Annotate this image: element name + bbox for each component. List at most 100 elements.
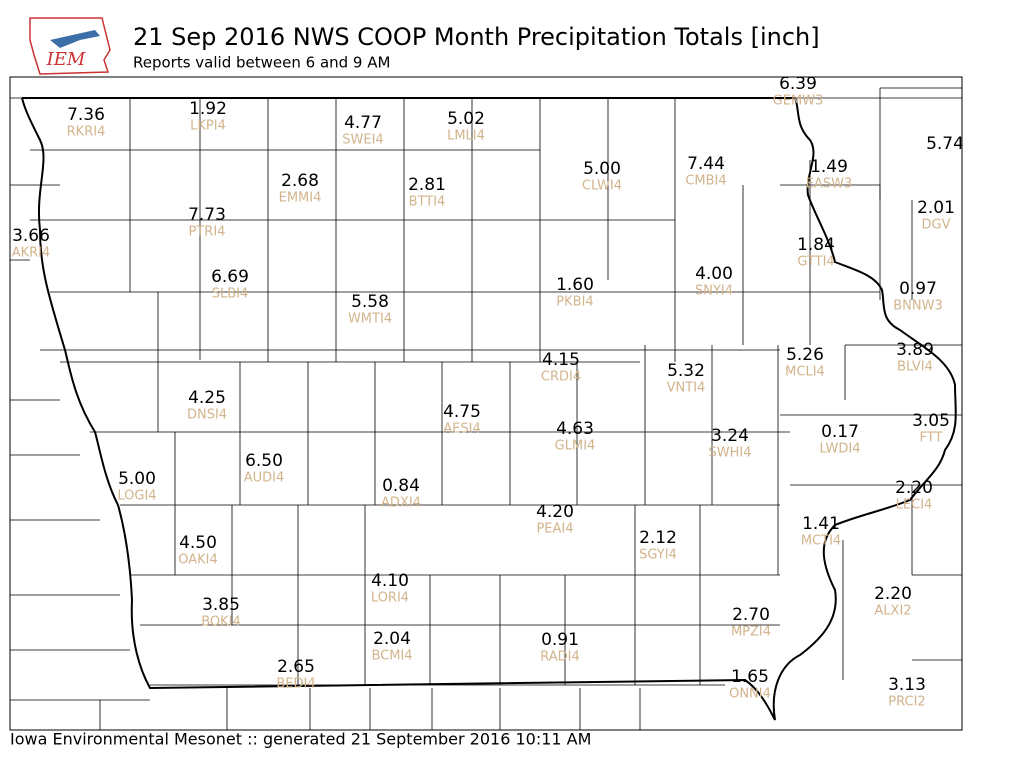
station-id: AKRI4 xyxy=(12,246,51,261)
station-value: 1.65 xyxy=(731,667,769,687)
station-value: 4.20 xyxy=(536,502,574,522)
station-id: SNYI4 xyxy=(695,284,733,299)
station-value: 2.12 xyxy=(639,528,677,548)
state-border xyxy=(21,97,957,721)
station-id: RKRI4 xyxy=(67,125,106,140)
station-id: LOGI4 xyxy=(117,489,156,504)
station-value: 4.77 xyxy=(344,113,382,133)
station-value: 7.44 xyxy=(687,154,725,174)
station-id: FTT xyxy=(920,431,943,446)
station-id: MCLI4 xyxy=(785,365,825,380)
station-id: DGV xyxy=(922,218,951,233)
title: 21 Sep 2016 NWS COOP Month Precipitation… xyxy=(133,23,820,51)
station-id: BCMI4 xyxy=(371,649,412,664)
station-value: 0.91 xyxy=(541,630,579,650)
station-value: 3.66 xyxy=(12,226,50,246)
station-value: 3.05 xyxy=(912,411,950,431)
station-value: 5.32 xyxy=(667,361,705,381)
station-id: BEDI4 xyxy=(276,677,315,692)
station-id: WMTI4 xyxy=(348,312,392,327)
station-id: LMLI4 xyxy=(447,129,485,144)
station-value: 2.04 xyxy=(373,629,411,649)
station-value: 7.36 xyxy=(67,105,105,125)
station-value: 1.84 xyxy=(797,235,835,255)
station-id: BOKI4 xyxy=(201,615,241,630)
footer: Iowa Environmental Mesonet :: generated … xyxy=(10,730,591,749)
station-value: 3.13 xyxy=(888,675,926,695)
station-id: LKPI4 xyxy=(190,119,226,134)
station-value: 3.85 xyxy=(202,595,240,615)
station-value: 1.41 xyxy=(802,514,840,534)
station-value: 4.00 xyxy=(695,264,733,284)
subtitle: Reports valid between 6 and 9 AM xyxy=(133,54,390,72)
station-id: PTRI4 xyxy=(189,225,226,240)
station-value: 2.65 xyxy=(277,657,315,677)
station-value: 0.97 xyxy=(899,279,937,299)
station-value: 3.24 xyxy=(711,426,749,446)
station-id: SWEI4 xyxy=(342,133,383,148)
station-value: 7.73 xyxy=(188,205,226,225)
station-id: LORI4 xyxy=(371,591,409,606)
station-id: PEAI4 xyxy=(536,522,573,537)
station-id: GTTI4 xyxy=(797,255,834,270)
station-value: 2.20 xyxy=(874,584,912,604)
station-id: BTTI4 xyxy=(409,195,446,210)
station-id: PRCI2 xyxy=(888,695,925,710)
station-value: 5.26 xyxy=(786,345,824,365)
station-id: CLWI4 xyxy=(582,179,622,194)
station-value: 4.25 xyxy=(188,388,226,408)
station-value: 5.02 xyxy=(447,109,485,129)
station-id: GEMW3 xyxy=(773,94,824,109)
station-value: 5.00 xyxy=(583,159,621,179)
station-id: VNTI4 xyxy=(667,381,706,396)
station-id: GLMI4 xyxy=(555,439,596,454)
station-value: 2.70 xyxy=(732,605,770,625)
station-id: BNNW3 xyxy=(893,299,943,314)
station-id: MPZI4 xyxy=(731,625,771,640)
county-lines xyxy=(10,87,962,730)
station-id: SWHI4 xyxy=(709,446,752,461)
station-id: CMBI4 xyxy=(685,174,726,189)
station-value: 2.20 xyxy=(895,478,933,498)
station-id: AESI4 xyxy=(443,422,480,437)
station-id: BLVI4 xyxy=(897,360,933,375)
station-value: 5.58 xyxy=(351,292,389,312)
station-value: 2.68 xyxy=(281,171,319,191)
station-value: 5.74 xyxy=(926,134,964,154)
station-value: 2.81 xyxy=(408,175,446,195)
station-id: EASW3 xyxy=(806,177,852,192)
station-id: SLBI4 xyxy=(212,287,249,302)
station-value: 1.49 xyxy=(810,157,848,177)
station-value: 4.63 xyxy=(556,419,594,439)
station-value: 0.84 xyxy=(382,476,420,496)
map-frame xyxy=(9,76,963,731)
station-value: 4.50 xyxy=(179,533,217,553)
station-value: 6.69 xyxy=(211,267,249,287)
station-value: 1.60 xyxy=(556,275,594,295)
station-id: LECI4 xyxy=(896,498,933,513)
station-id: PKBI4 xyxy=(556,295,593,310)
station-id: RADI4 xyxy=(540,650,580,665)
station-value: 4.75 xyxy=(443,402,481,422)
station-value: 6.39 xyxy=(779,74,817,94)
station-id: ONNI4 xyxy=(729,687,771,702)
station-value: 0.17 xyxy=(821,422,859,442)
station-value: 2.01 xyxy=(917,198,955,218)
station-id: EMMI4 xyxy=(279,191,322,206)
station-id: ADXI4 xyxy=(381,496,421,511)
station-value: 4.10 xyxy=(371,571,409,591)
station-value: 4.15 xyxy=(542,350,580,370)
station-id: MCTI4 xyxy=(801,534,841,549)
station-id: DNSI4 xyxy=(187,408,227,423)
station-id: AUDI4 xyxy=(244,471,285,486)
station-value: 1.92 xyxy=(189,99,227,119)
logo: IEM xyxy=(29,17,111,75)
station-value: 6.50 xyxy=(245,451,283,471)
logo-text: IEM xyxy=(46,49,86,70)
station-id: LWDI4 xyxy=(819,442,860,457)
station-value: 3.89 xyxy=(896,340,934,360)
station-value: 5.00 xyxy=(118,469,156,489)
